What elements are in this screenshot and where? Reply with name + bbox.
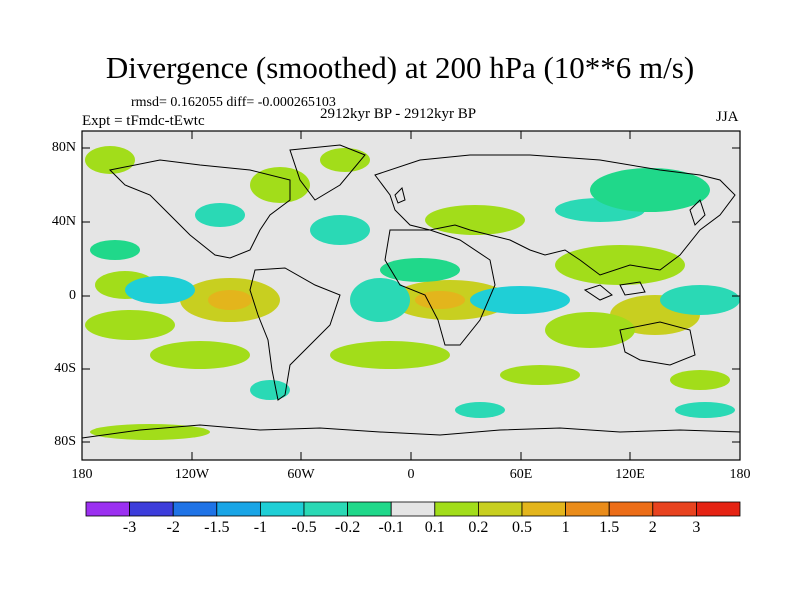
japan-coast [689,199,706,226]
colorbar-box [347,501,392,517]
colorbar-label: 2 [648,519,657,536]
colorbar-box [434,501,479,517]
field-blob [590,168,710,212]
colorbar-label: -2 [166,519,180,536]
field-blob [670,370,730,390]
lat-label: 80S [54,434,76,449]
field-blob [660,285,740,315]
divergence-field [85,146,740,440]
lon-label: 180 [729,467,751,482]
colorbar-label: 1 [561,519,570,536]
field-blob [250,167,310,203]
field-blob [545,312,635,348]
colorbar-label: 3 [692,519,701,536]
field-blob [500,365,580,385]
field-blob [675,402,735,418]
south-america-coast [249,267,341,401]
field-blob [455,402,505,418]
field-blob [208,290,252,310]
colorbar-box [85,501,130,517]
colorbar-label: -0.5 [291,519,317,536]
lon-label: 60E [509,467,533,482]
north-america-coast [108,159,291,259]
colorbar-box [390,501,436,517]
field-blob [320,148,370,172]
colorbar-label: 1.5 [599,519,620,536]
colorbar-label: -1.5 [204,519,230,536]
colorbar-label: -0.2 [334,519,361,536]
field-blob [90,240,140,260]
field-blob [310,215,370,245]
colorbar-label: 0.5 [512,519,532,536]
colorbar-box [696,501,741,517]
lat-label: 40S [54,361,76,376]
coastlines [81,144,741,439]
colorbar-label: -0.1 [378,519,404,536]
field-blob [150,341,250,369]
africa-coast [384,229,496,346]
period-label: 2912kyr BP - 2912kyr BP [320,106,477,122]
field-blob [330,341,450,369]
field-blob [195,203,245,227]
colorbar-box [652,501,697,517]
indonesia-coast [583,281,646,301]
colorbar-box [216,501,261,517]
lon-label: 180 [71,467,93,482]
field-blob [555,245,685,285]
lon-label: 120E [615,467,645,482]
colorbar-box [303,501,348,517]
colorbar-label: 0.2 [468,519,489,536]
field-blob [380,258,460,282]
greenland-coast [289,144,366,201]
colorbar-box [608,501,654,517]
australia-coast [619,321,696,366]
colorbar-box [521,501,566,517]
field-blob [425,205,525,235]
lon-label: 60W [287,467,315,482]
colorbar-label: -3 [122,519,137,536]
colorbar-label: -1 [253,519,268,536]
field-blob [470,286,570,314]
uk-coast [394,187,406,204]
lon-label: 120W [174,467,210,482]
colorbar-box [259,501,305,517]
plot-title: Divergence (smoothed) at 200 hPa (10**6 … [105,50,695,85]
lon-label: 0 [407,467,415,482]
colorbar-box [172,501,218,517]
lat-label: 40N [51,214,76,229]
field-blob [125,276,195,304]
lat-label: 80N [51,140,76,155]
field-blob [90,424,210,440]
lat-label: 0 [69,288,76,303]
eurasia-coast [374,154,736,276]
colorbar-box [477,501,523,517]
experiment-label: Expt = tFmdc-tEwtc [82,113,205,129]
colorbar [85,501,741,517]
season-label: JJA [716,109,739,125]
field-blob [415,291,465,309]
rmsd-stats: rmsd= 0.162055 diff= -0.000265103 [131,95,336,110]
field-blob [250,380,290,400]
antarctica-coast [81,424,741,439]
colorbar-box [565,501,610,517]
colorbar-label: 0.1 [424,519,445,536]
colorbar-box [129,501,174,517]
field-blob [85,310,175,340]
field-blob [350,278,410,322]
axis-ticks [82,131,740,460]
